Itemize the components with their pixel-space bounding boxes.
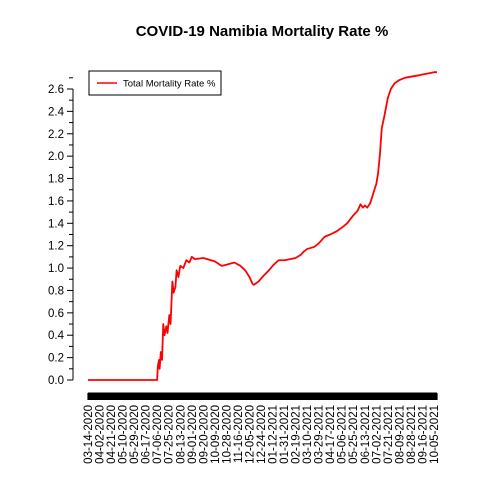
chart-title: COVID-19 Namibia Mortality Rate % <box>136 23 389 40</box>
x-tick-label: 03-29-2021 <box>314 405 326 464</box>
x-tick-label: 12-24-2020 <box>256 405 268 464</box>
y-tick-label: 1.8 <box>48 174 64 186</box>
x-tick-label: 08-09-2021 <box>394 405 406 464</box>
x-tick-label: 09-16-2021 <box>417 405 429 464</box>
x-tick-label: 10-05-2021 <box>429 405 441 464</box>
x-tick-label: 10-09-2020 <box>210 405 222 464</box>
x-tick-label: 04-21-2020 <box>106 405 118 464</box>
x-axis: 03-14-2020 04-02-2020 04-21-2020 05-10-2020… <box>83 392 441 464</box>
y-tick-label: 2.4 <box>48 106 65 118</box>
x-tick-label: 09-01-2020 <box>187 405 199 464</box>
series-line-total-mortality-rate <box>88 71 437 381</box>
x-tick-label: 12-05-2020 <box>244 405 256 464</box>
x-tick-label: 01-31-2021 <box>279 405 291 464</box>
x-tick-label: 03-10-2021 <box>302 405 314 464</box>
x-tick-label: 07-21-2021 <box>383 405 395 464</box>
y-tick-label: 0.6 <box>48 308 64 320</box>
x-tick-label: 05-10-2020 <box>118 405 130 464</box>
x-tick-label: 01-12-2021 <box>268 405 280 464</box>
x-tick-label: 08-13-2020 <box>175 405 187 464</box>
x-tick-label: 05-25-2021 <box>348 405 360 464</box>
y-tick-label: 1.6 <box>48 196 64 208</box>
x-tick-label: 07-06-2020 <box>152 405 164 464</box>
y-tick-label: 0.2 <box>48 353 64 365</box>
x-tick-label: 06-17-2020 <box>141 405 153 464</box>
x-tick-label: 08-28-2021 <box>406 405 418 464</box>
x-tick-label: 03-14-2020 <box>83 405 95 464</box>
y-tick-label: 2.2 <box>48 129 64 141</box>
x-tick-label: 07-02-2021 <box>371 405 383 464</box>
x-tick-label: 04-02-2020 <box>95 405 107 464</box>
y-tick-label: 0.4 <box>48 330 65 342</box>
y-tick-label: 1.4 <box>48 218 65 230</box>
legend: Total Mortality Rate % <box>88 70 222 96</box>
x-tick-label: 11-16-2020 <box>233 405 245 463</box>
x-tick-label: 09-20-2020 <box>198 405 210 464</box>
y-tick-label: 2.6 <box>48 84 64 96</box>
x-tick-label: 10-28-2020 <box>221 405 233 464</box>
y-tick-label: 0.0 <box>48 375 64 387</box>
x-tick-label: 07-25-2020 <box>164 405 176 464</box>
x-tick-label: 05-06-2021 <box>337 405 349 464</box>
x-tick-label: 05-29-2020 <box>129 405 141 464</box>
y-tick-label: 2.0 <box>48 151 64 163</box>
x-daily-ticks <box>87 393 438 400</box>
x-tick-label: 06-13-2021 <box>360 405 372 464</box>
y-axis: 0.0 0.2 0.4 0.6 0.8 1.0 1.2 1.4 1.6 1.8 2.0 2.2 2.4 2… <box>48 77 74 387</box>
legend-label: Total Mortality Rate % <box>123 79 216 90</box>
y-tick-label: 0.8 <box>48 285 64 297</box>
y-tick-label: 1.2 <box>48 241 64 253</box>
y-tick-label: 1.0 <box>48 263 64 275</box>
x-tick-label: 04-17-2021 <box>325 405 337 464</box>
series-layer <box>88 71 437 381</box>
x-tick-label: 02-19-2021 <box>291 405 303 464</box>
